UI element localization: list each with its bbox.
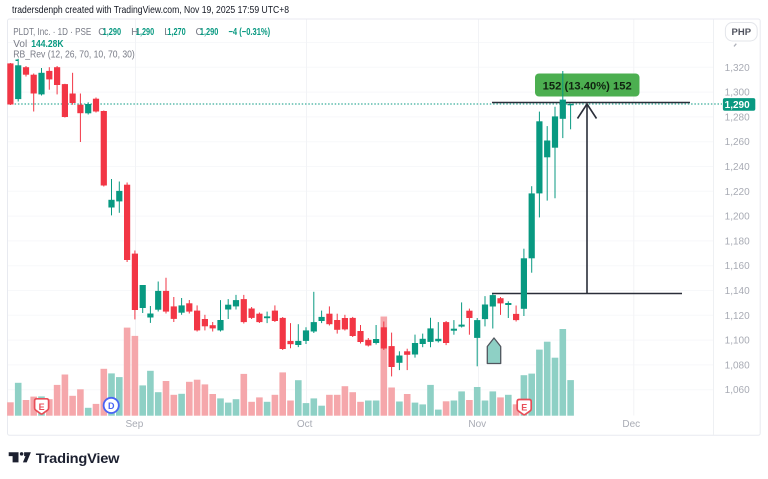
svg-text:1,290: 1,290	[103, 27, 122, 38]
svg-text:1,280: 1,280	[725, 112, 750, 123]
svg-text:E: E	[39, 402, 45, 412]
svg-text:O: O	[98, 27, 106, 38]
svg-text:1,220: 1,220	[725, 187, 750, 198]
svg-text:1,260: 1,260	[725, 137, 750, 148]
svg-text:L: L	[164, 27, 170, 38]
svg-text:Nov: Nov	[468, 419, 486, 430]
svg-text:1,100: 1,100	[725, 336, 750, 347]
svg-text:144.28K: 144.28K	[31, 39, 64, 50]
svg-text:RB_Rev (12, 26, 70, 10, 70, 30: RB_Rev (12, 26, 70, 10, 70, 30)	[13, 50, 135, 61]
svg-text:Dec: Dec	[622, 419, 640, 430]
svg-text:1,320: 1,320	[725, 63, 750, 74]
svg-text:1,240: 1,240	[725, 162, 750, 173]
svg-text:1,120: 1,120	[725, 311, 750, 322]
svg-text:1,080: 1,080	[725, 360, 750, 371]
svg-text:C: C	[196, 27, 203, 38]
svg-text:Oct: Oct	[297, 419, 313, 430]
svg-text:1,290: 1,290	[725, 100, 750, 111]
svg-text:H: H	[131, 27, 138, 38]
svg-text:1,200: 1,200	[725, 212, 750, 223]
svg-text:1,290: 1,290	[200, 27, 219, 38]
svg-text:PLDT, Inc. · 1D · PSE: PLDT, Inc. · 1D · PSE	[13, 27, 91, 38]
svg-text:−4 (−0.31%): −4 (−0.31%)	[229, 27, 271, 38]
svg-text:TradingView: TradingView	[36, 450, 120, 466]
svg-text:1,300: 1,300	[725, 88, 750, 99]
svg-text:152 (13.40%) 152: 152 (13.40%) 152	[543, 81, 632, 93]
svg-text:1,160: 1,160	[725, 261, 750, 272]
svg-text:1,270: 1,270	[167, 27, 186, 38]
svg-text:1,060: 1,060	[725, 385, 750, 396]
svg-text:E: E	[521, 403, 527, 413]
svg-text:PHP: PHP	[732, 27, 752, 38]
svg-text:Vol: Vol	[13, 39, 27, 50]
svg-text:tradersdenph created with Trad: tradersdenph created with TradingView.co…	[12, 4, 289, 16]
svg-text:Sep: Sep	[126, 419, 144, 430]
svg-text:1,180: 1,180	[725, 236, 750, 247]
svg-text:D: D	[108, 401, 115, 411]
svg-text:1,290: 1,290	[136, 27, 155, 38]
svg-text:1,140: 1,140	[725, 286, 750, 297]
